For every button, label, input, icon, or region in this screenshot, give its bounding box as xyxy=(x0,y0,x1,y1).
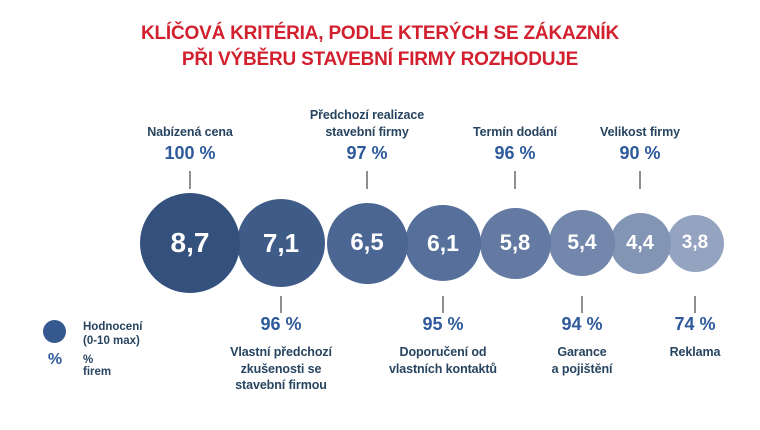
criterion-label: Reklama xyxy=(669,345,721,359)
rating-bubble: 5,8 xyxy=(479,207,551,279)
criterion-label: Nabízená cena xyxy=(147,124,233,139)
criterion-label: Doporučení od vlastních kontaktů xyxy=(389,345,497,376)
percent-value: 74 % xyxy=(674,314,716,334)
rating-bubble: 5,4 xyxy=(549,210,615,276)
rating-value: 6,1 xyxy=(427,229,459,256)
criterion-label: Garance a pojištění xyxy=(551,345,613,376)
rating-bubble: 7,1 xyxy=(237,199,325,287)
percent-value: 94 % xyxy=(561,314,603,334)
connector-tick xyxy=(514,171,516,189)
percent-value: 97 % xyxy=(346,143,388,163)
percent-value: 95 % xyxy=(422,314,464,334)
chart-title-line1: KLÍČOVÁ KRITÉRIA, PODLE KTERÝCH SE ZÁKAZ… xyxy=(140,23,620,44)
connector-tick xyxy=(694,296,696,313)
rating-value: 4,4 xyxy=(626,231,654,254)
rating-value: 6,5 xyxy=(350,229,384,256)
chart-title-line2: PŘI VÝBĚRU STAVEBNÍ FIRMY ROZHODUJE xyxy=(181,49,579,70)
rating-bubble: 3,8 xyxy=(666,214,724,272)
percent-value: 96 % xyxy=(260,314,302,334)
criterion-label: Termín dodání xyxy=(473,124,557,139)
connector-tick xyxy=(442,296,444,313)
connector-tick xyxy=(366,171,368,189)
rating-value: 5,4 xyxy=(567,231,597,254)
percent-symbol-icon: % xyxy=(47,351,63,368)
rating-bubble: 6,1 xyxy=(405,205,481,281)
rating-value: 5,8 xyxy=(499,230,531,255)
rating-bubble: 8,7 xyxy=(140,193,240,293)
connector-tick xyxy=(189,171,191,189)
rating-value: 8,7 xyxy=(170,227,210,258)
chart-title: KLÍČOVÁ KRITÉRIA, PODLE KTERÝCH SE ZÁKAZ… xyxy=(0,21,760,73)
rating-value: 7,1 xyxy=(262,227,300,258)
connector-tick xyxy=(280,296,282,313)
rating-value: 3,8 xyxy=(681,232,709,253)
connector-tick xyxy=(581,296,583,313)
rating-bubble-icon xyxy=(43,320,66,343)
percent-value: 100 % xyxy=(164,143,216,163)
legend-firms-label: % firem xyxy=(83,354,112,378)
rating-bubble: 4,4 xyxy=(609,212,671,274)
rating-bubble: 6,5 xyxy=(326,202,408,284)
percent-value: 90 % xyxy=(619,143,661,163)
legend-rating-label: Hodnocení (0-10 max) xyxy=(83,321,143,347)
connector-tick xyxy=(639,171,641,189)
criterion-label: Předchozí realizace stavební firmy xyxy=(309,108,425,139)
criterion-label: Vlastní předchozí zkušenosti se stavební… xyxy=(230,345,332,392)
criterion-label: Velikost firmy xyxy=(600,124,680,139)
percent-value: 96 % xyxy=(494,143,536,163)
